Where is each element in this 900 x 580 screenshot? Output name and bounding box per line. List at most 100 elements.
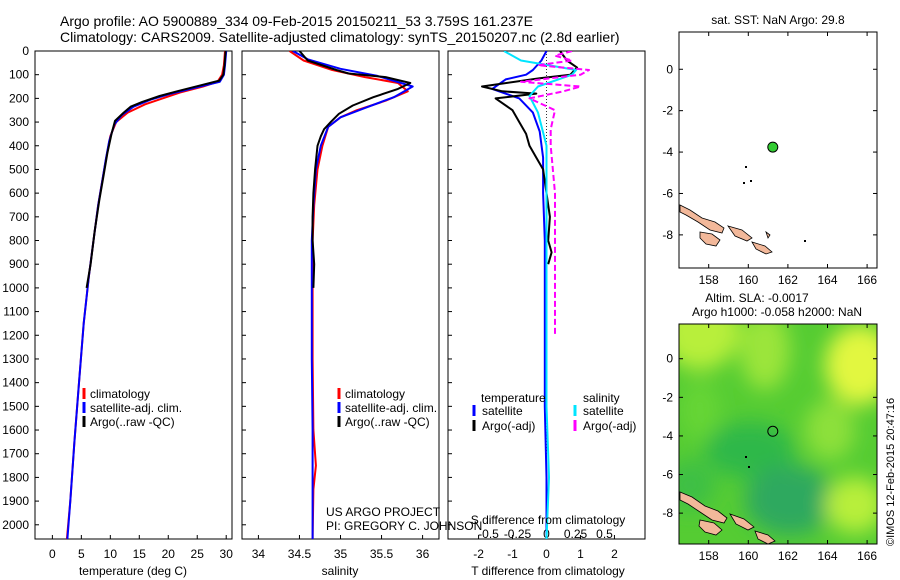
salinity-panel: 34 34.5 35 35.5 36 climatologysatellite-adj.… [241,50,482,578]
legend-title-temperature: temperature [481,391,546,405]
difference-legend: temperature salinitysatelliteArgo(-adj)sa… [472,391,636,433]
sla-map-title-line2: Argo h1000: -0.058 h2000: NaN [692,305,862,319]
depth-tick-label: 700 [9,210,29,224]
difference-x-label: T difference from climatology [471,564,625,578]
map-x-tick-label: 164 [817,549,837,563]
legend-label: satellite [583,404,624,418]
x-tick-label: 34.5 [288,547,312,561]
project-credit: US ARGO PROJECT [326,505,441,519]
depth-tick-label: 1600 [2,423,29,437]
sst-island-d [751,241,773,255]
difference-lines [481,51,590,539]
x-tick-label: 35 [334,547,348,561]
x-top-tick-label: 0.5 [596,527,613,541]
salinity-lines [289,51,414,539]
x-tick-label: 0 [543,547,550,561]
depth-tick-label: 0 [22,44,29,58]
x-top-tick-label: -0.25 [504,527,532,541]
x-tick-label: 25 [191,547,205,561]
depth-tick-label: 900 [9,257,29,271]
depth-tick-label: 1200 [2,328,29,342]
temperature-x-label: temperature (deg C) [79,564,187,578]
legend-label: satellite [482,404,523,418]
map-y-tick-label: 0 [666,352,673,366]
series-line [520,51,590,336]
depth-tick-label: 1000 [2,281,29,295]
x-tick-label: 36 [416,547,430,561]
x-tick-label: 1 [577,547,584,561]
series-line [481,51,579,265]
sst-island-c [727,225,753,242]
sst-argo-marker [767,141,779,153]
map-y-tick-label: -8 [662,506,673,520]
x-tick-label: 34 [252,547,266,561]
series-line [491,51,548,539]
x-tick-label: 15 [133,547,147,561]
series-line [85,51,227,289]
depth-tick-label: 800 [9,234,29,248]
sla-map-panel: Altim. SLA: -0.0017 Argo h1000: -0.058 h… [662,291,878,563]
map-x-tick-label: 162 [778,273,798,287]
depth-tick-label: 1300 [2,352,29,366]
salinity-x-label: salinity [322,564,359,578]
legend-label: climatology [345,387,405,401]
salinity-plot-frame [241,50,440,540]
sla-heatmap-field [679,324,877,544]
depth-tick-label: 2000 [2,518,29,532]
x-top-tick-label: -0.5 [478,527,499,541]
map-x-tick-label: 158 [699,549,719,563]
temperature-plot-frame [34,50,233,540]
legend-label: climatology [90,387,150,401]
map-x-tick-label: 162 [778,549,798,563]
depth-tick-label: 1700 [2,447,29,461]
difference-top-label: S difference from climatology [471,513,626,527]
map-x-tick-label: 160 [738,549,758,563]
figure-title-line1: Argo profile: AO 5900889_334 09-Feb-2015… [60,13,533,29]
x-tick-label: 10 [104,547,118,561]
sst-map-dots [743,166,806,242]
sst-island-b [699,231,721,247]
x-tick-label: 2 [611,547,618,561]
legend-title-salinity: salinity [583,391,620,405]
depth-tick-label: 600 [9,186,29,200]
x-tick-label: -2 [473,547,484,561]
map-x-tick-label: 166 [857,549,877,563]
sst-map-frame [678,31,878,269]
map-x-tick-label: 164 [817,273,837,287]
sla-argo-marker [767,425,779,437]
depth-tick-label: 1500 [2,399,29,413]
depth-tick-label: 1900 [2,494,29,508]
series-line [292,51,414,539]
legend-label: Argo(..raw -QC) [345,415,430,429]
depth-tick-label: 1400 [2,376,29,390]
sst-island-a [679,204,725,234]
map-x-tick-label: 166 [857,273,877,287]
depth-tick-label: 400 [9,139,29,153]
legend-label: Argo(..raw -QC) [90,415,175,429]
difference-panel: -2 -1 0 1 2-0.5 -0.25 0 0.25 0.5 temperature sali… [447,50,646,578]
figure-title-line2: Climatology: CARS2009. Satellite-adjuste… [60,29,620,45]
x-tick-label: -1 [507,547,518,561]
depth-tick-label: 500 [9,162,29,176]
depth-tick-label: 1800 [2,470,29,484]
legend-label: Argo(-adj) [482,419,535,433]
sla-map-title-line1: Altim. SLA: -0.0017 [705,291,809,305]
series-line [65,51,226,539]
sst-map-panel: sat. SST: NaN Argo: 29.8 158 160 162 164 166… [662,13,878,287]
depth-axis: 0 100 200 300 400 500 600 700 800 900 1000 1100 1200… [2,44,452,532]
map-y-tick-label: -4 [662,145,673,159]
series-line [66,51,228,539]
series-line [503,51,578,539]
x-top-tick-label: 0.25 [564,527,588,541]
depth-tick-label: 100 [9,68,29,82]
legend-label: satellite-adj. clim. [90,401,182,415]
depth-tick-label: 1100 [3,305,29,319]
pi-credit: PI: GREGORY C. JOHNSON [326,519,482,533]
series-line [289,51,409,539]
sst-map-coastline [679,204,773,255]
x-tick-label: 30 [220,547,234,561]
sst-map-ticks: 158 160 162 164 166 0 -2 -4 -6 -8 [662,32,877,287]
